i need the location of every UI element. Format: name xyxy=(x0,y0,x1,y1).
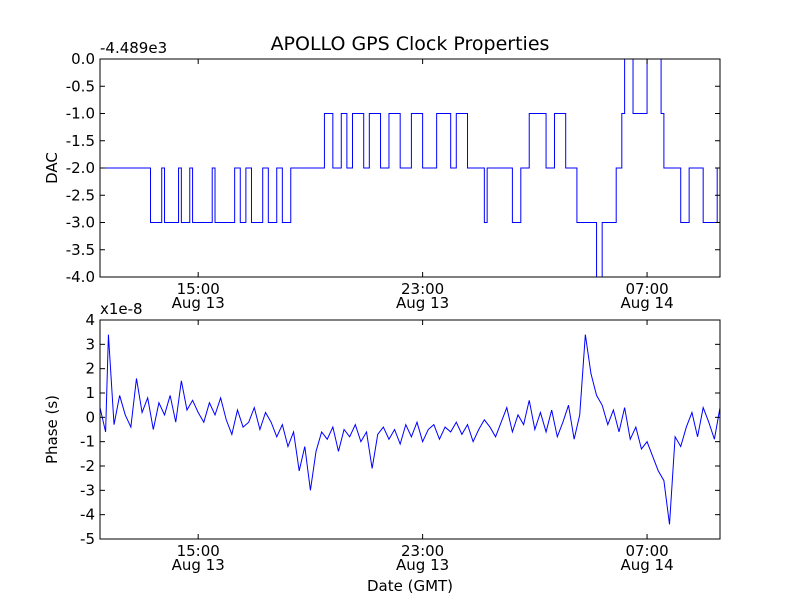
dac-ytick-label-5: -2.5 xyxy=(66,186,95,204)
phase-axes-frame xyxy=(99,319,721,540)
phase-xlabel: Date (GMT) xyxy=(367,577,453,595)
phase-series-line-0 xyxy=(100,334,720,525)
phase-offset-label: x1e-8 xyxy=(100,300,143,318)
phase-ytick-label-6: -2 xyxy=(80,457,95,475)
dac-xtick-date-1: Aug 13 xyxy=(396,294,449,312)
phase-ylabel: Phase (s) xyxy=(43,395,61,464)
phase-ytick-label-4: 0 xyxy=(85,408,95,426)
dac-ytick-label-0: 0.0 xyxy=(71,50,95,68)
dac-ytick-label-8: -4.0 xyxy=(66,268,95,286)
phase-xtick-date-1: Aug 13 xyxy=(396,556,449,574)
phase-xtick-date-2: Aug 14 xyxy=(620,556,673,574)
phase-ytick-label-3: 1 xyxy=(85,384,95,402)
dac-xtick-time-1: 23:00 xyxy=(401,280,444,298)
phase-ytick-label-8: -4 xyxy=(80,506,95,524)
phase-xtick-time-2: 07:00 xyxy=(625,542,668,560)
dac-ylabel: DAC xyxy=(43,152,61,184)
dac-xtick-date-0: Aug 13 xyxy=(172,294,225,312)
phase-ytick-label-1: 3 xyxy=(85,335,95,353)
dac-xtick-date-2: Aug 14 xyxy=(620,294,673,312)
phase-ytick-label-5: -1 xyxy=(80,433,95,451)
phase-ytick-label-9: -5 xyxy=(80,530,95,548)
dac-ytick-label-1: -0.5 xyxy=(66,77,95,95)
phase-xtick-date-0: Aug 13 xyxy=(172,556,225,574)
dac-ytick-label-4: -2.0 xyxy=(66,159,95,177)
phase-xtick-time-0: 15:00 xyxy=(177,542,220,560)
dac-xtick-time-2: 07:00 xyxy=(625,280,668,298)
dac-xtick-time-0: 15:00 xyxy=(177,280,220,298)
dac-panel: 0.0 -0.5 -1.0 -1.5 -2.0 -2.5 -3.0 -3.5 -4.0 15:00… xyxy=(43,39,721,312)
dac-series-line-0 xyxy=(100,59,720,277)
phase-xtick-time-1: 23:00 xyxy=(401,542,444,560)
dac-ytick-label-6: -3.0 xyxy=(66,214,95,232)
phase-ytick-label-7: -3 xyxy=(80,481,95,499)
phase-ytick-label-0: 4 xyxy=(85,311,95,329)
dac-ytick-label-7: -3.5 xyxy=(66,241,95,259)
phase-ytick-label-2: 2 xyxy=(85,360,95,378)
figure-title: APOLLO GPS Clock Properties xyxy=(271,33,550,55)
dac-ytick-label-2: -1.0 xyxy=(66,105,95,123)
dac-ytick-label-3: -1.5 xyxy=(66,132,95,150)
dac-offset-label: -4.489e3 xyxy=(100,39,167,57)
